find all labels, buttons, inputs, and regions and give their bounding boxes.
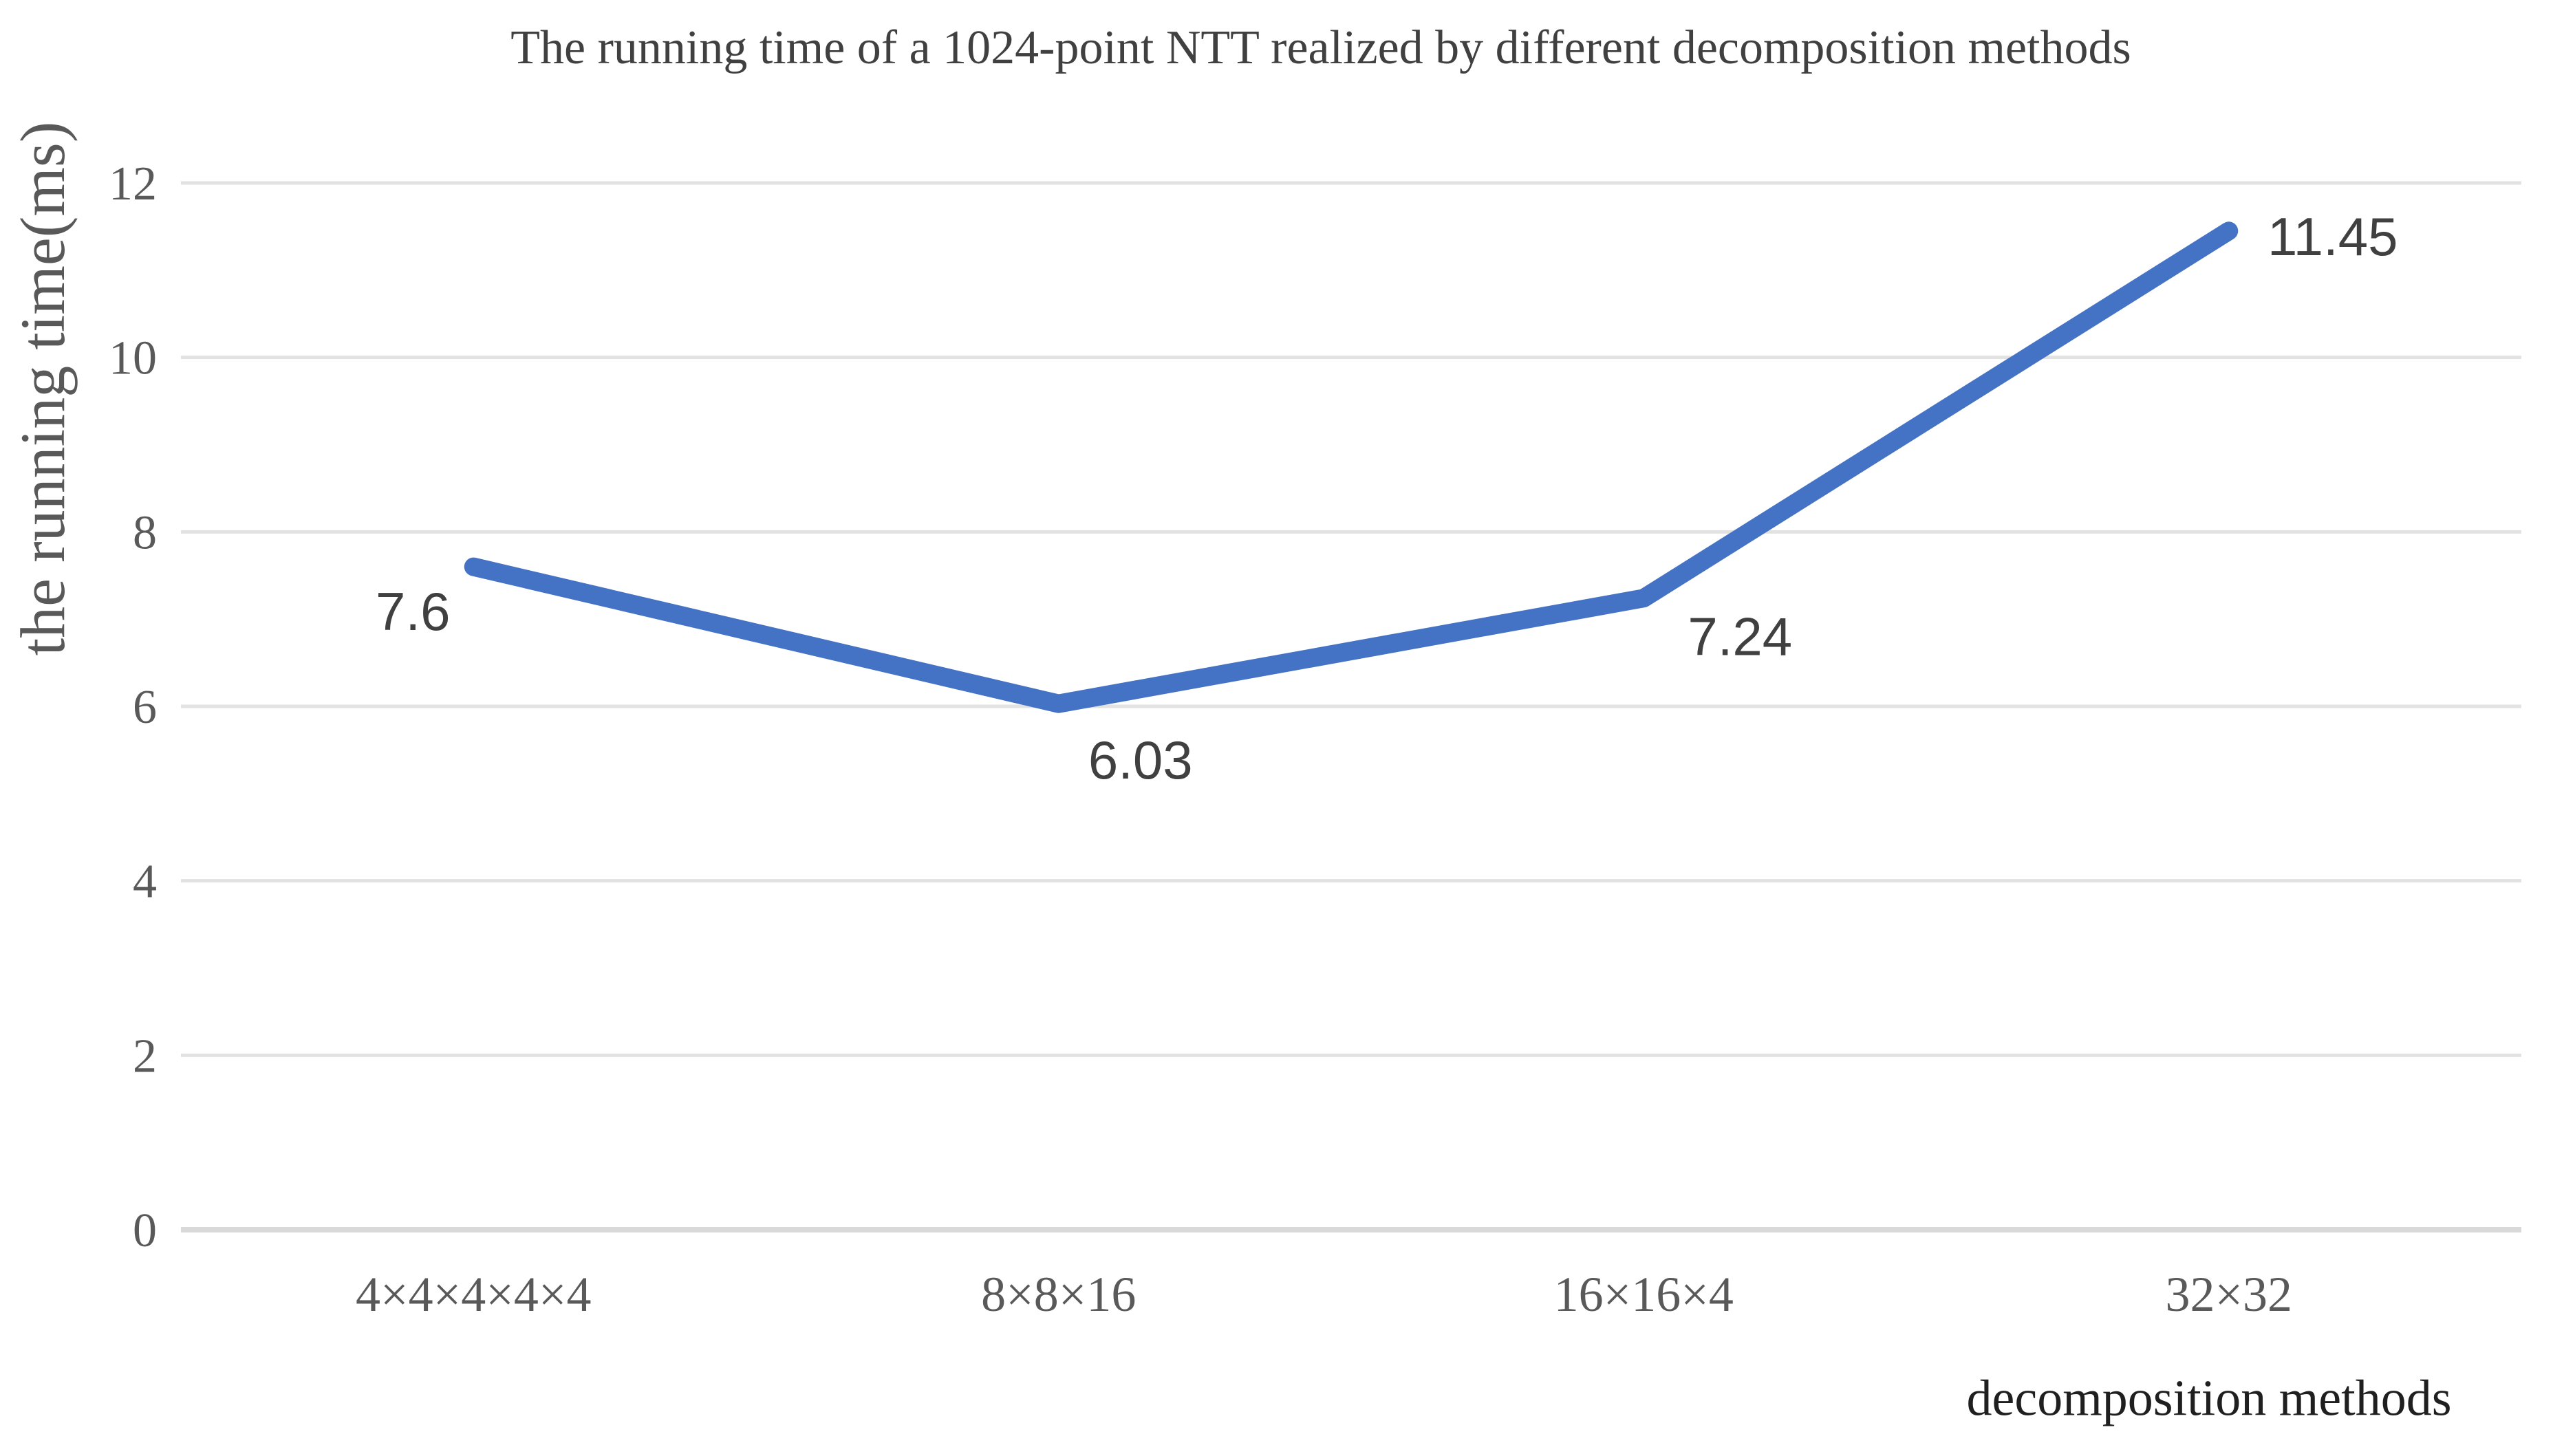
series-line: [464, 221, 2239, 713]
y-tick-label: 8: [133, 506, 157, 559]
x-category-label: 8×8×16: [981, 1267, 1136, 1322]
data-label: 11.45: [2267, 206, 2398, 267]
y-tick-label: 2: [133, 1030, 157, 1083]
data-label: 6.03: [1088, 730, 1193, 790]
x-category-label: 32×32: [2165, 1267, 2292, 1322]
x-axis-title: decomposition methods: [1966, 1370, 2452, 1427]
y-tick-label: 6: [133, 681, 157, 734]
y-tick-label: 4: [133, 856, 157, 909]
y-tick-label: 10: [109, 332, 157, 385]
x-category-label: 4×4×4×4×4: [356, 1267, 591, 1322]
chart-title: The running time of a 1024-point NTT rea…: [510, 21, 2131, 74]
data-label: 7.6: [376, 581, 450, 642]
data-label: 7.24: [1688, 607, 1792, 667]
x-category-label: 16×16×4: [1554, 1267, 1734, 1322]
y-tick-label: 0: [133, 1204, 157, 1257]
y-tick-label: 12: [109, 157, 157, 210]
